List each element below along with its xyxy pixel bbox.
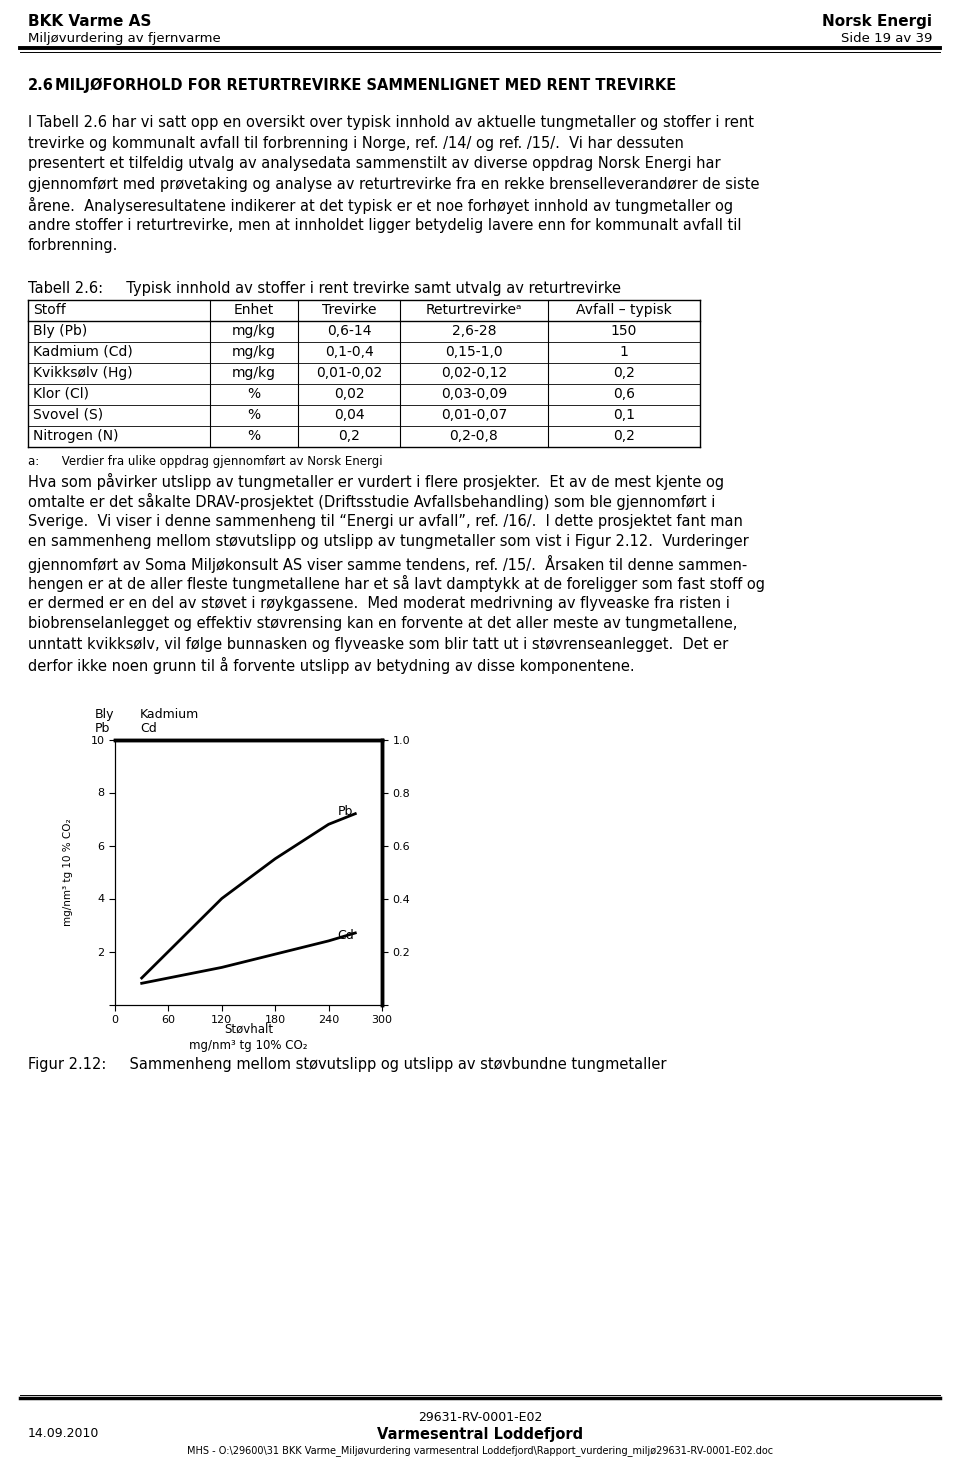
Text: Hva som påvirker utslipp av tungmetaller er vurdert i flere prosjekter.  Et av d: Hva som påvirker utslipp av tungmetaller… <box>28 473 724 489</box>
Text: 2.6: 2.6 <box>28 78 54 93</box>
Text: %: % <box>248 429 260 442</box>
Text: mg/kg: mg/kg <box>232 323 276 338</box>
Text: %: % <box>248 407 260 422</box>
Text: 0,2: 0,2 <box>613 366 635 379</box>
Text: Cd: Cd <box>338 928 354 942</box>
Text: Norsk Energi: Norsk Energi <box>822 15 932 29</box>
Text: Avfall – typisk: Avfall – typisk <box>576 303 672 316</box>
Text: Klor (Cl): Klor (Cl) <box>33 386 89 401</box>
Text: Støvhalt: Støvhalt <box>224 1022 273 1036</box>
Text: er dermed er en del av støvet i røykgassene.  Med moderat medrivning av flyveask: er dermed er en del av støvet i røykgass… <box>28 595 730 611</box>
Text: gjennomført av Soma Miljøkonsult AS viser samme tendens, ref. /15/.  Årsaken til: gjennomført av Soma Miljøkonsult AS vise… <box>28 554 747 573</box>
Text: unntatt kvikksølv, vil følge bunnasken og flyveaske som blir tatt ut i støvrense: unntatt kvikksølv, vil følge bunnasken o… <box>28 636 729 651</box>
Text: mg/kg: mg/kg <box>232 366 276 379</box>
Text: Kadmium (Cd): Kadmium (Cd) <box>33 345 132 358</box>
Text: forbrenning.: forbrenning. <box>28 238 118 253</box>
Text: a:      Verdier fra ulike oppdrag gjennomført av Norsk Energi: a: Verdier fra ulike oppdrag gjennomført… <box>28 454 383 467</box>
Text: mg/kg: mg/kg <box>232 345 276 358</box>
Text: Side 19 av 39: Side 19 av 39 <box>841 32 932 46</box>
Text: 0,2: 0,2 <box>613 429 635 442</box>
Text: I Tabell 2.6 har vi satt opp en oversikt over typisk innhold av aktuelle tungmet: I Tabell 2.6 har vi satt opp en oversikt… <box>28 115 754 129</box>
Text: Svovel (S): Svovel (S) <box>33 407 103 422</box>
Text: mg/nm³ tg 10 % CO₂: mg/nm³ tg 10 % CO₂ <box>63 818 73 925</box>
Text: andre stoffer i returtrevirke, men at innholdet ligger betydelig lavere enn for : andre stoffer i returtrevirke, men at in… <box>28 217 741 232</box>
Text: 0,6-14: 0,6-14 <box>326 323 372 338</box>
Text: %: % <box>248 386 260 401</box>
Text: 0,2: 0,2 <box>338 429 360 442</box>
Text: omtalte er det såkalte DRAV-prosjektet (Driftsstudie Avfallsbehandling) som ble : omtalte er det såkalte DRAV-prosjektet (… <box>28 494 715 510</box>
Text: 14.09.2010: 14.09.2010 <box>28 1426 100 1440</box>
Text: Kadmium: Kadmium <box>140 708 200 720</box>
Text: derfor ikke noen grunn til å forvente utslipp av betydning av disse komponentene: derfor ikke noen grunn til å forvente ut… <box>28 657 635 674</box>
Text: 0,1: 0,1 <box>613 407 635 422</box>
Text: biobrenselanlegget og effektiv støvrensing kan en forvente at det aller meste av: biobrenselanlegget og effektiv støvrensi… <box>28 616 737 632</box>
Text: MHS - O:\29600\31 BKK Varme_Miljøvurdering varmesentral Loddefjord\Rapport_vurde: MHS - O:\29600\31 BKK Varme_Miljøvurderi… <box>187 1445 773 1456</box>
Text: trevirke og kommunalt avfall til forbrenning i Norge, ref. /14/ og ref. /15/.  V: trevirke og kommunalt avfall til forbren… <box>28 135 684 150</box>
Text: hengen er at de aller fleste tungmetallene har et så lavt damptykk at de forelig: hengen er at de aller fleste tungmetalle… <box>28 574 765 592</box>
Text: 0,6: 0,6 <box>613 386 635 401</box>
Text: 0,1-0,4: 0,1-0,4 <box>324 345 373 358</box>
Text: Bly (Pb): Bly (Pb) <box>33 323 87 338</box>
Text: 2,6-28: 2,6-28 <box>452 323 496 338</box>
Text: Bly: Bly <box>95 708 114 720</box>
Text: årene.  Analyseresultatene indikerer at det typisk er et noe forhøyet innhold av: årene. Analyseresultatene indikerer at d… <box>28 197 733 214</box>
Text: mg/nm³ tg 10% CO₂: mg/nm³ tg 10% CO₂ <box>189 1039 308 1052</box>
Text: Pb: Pb <box>338 805 353 818</box>
Text: 0,04: 0,04 <box>334 407 364 422</box>
Text: 0,15-1,0: 0,15-1,0 <box>445 345 503 358</box>
Text: 0,01-0,02: 0,01-0,02 <box>316 366 382 379</box>
Text: gjennomført med prøvetaking og analyse av returtrevirke fra en rekke brenselleve: gjennomført med prøvetaking og analyse a… <box>28 176 759 191</box>
Text: Varmesentral Loddefjord: Varmesentral Loddefjord <box>377 1426 583 1443</box>
Text: Cd: Cd <box>140 721 156 734</box>
Text: 1: 1 <box>619 345 629 358</box>
Text: Stoff: Stoff <box>33 303 65 316</box>
Text: Returtrevirkeᵃ: Returtrevirkeᵃ <box>425 303 522 316</box>
Text: Kvikksølv (Hg): Kvikksølv (Hg) <box>33 366 132 379</box>
Text: Enhet: Enhet <box>234 303 275 316</box>
Text: 0,02-0,12: 0,02-0,12 <box>441 366 507 379</box>
Text: 0,01-0,07: 0,01-0,07 <box>441 407 507 422</box>
Text: 0,02: 0,02 <box>334 386 364 401</box>
Text: Tabell 2.6:     Typisk innhold av stoffer i rent trevirke samt utvalg av returtr: Tabell 2.6: Typisk innhold av stoffer i … <box>28 281 621 295</box>
Text: 0,2-0,8: 0,2-0,8 <box>449 429 498 442</box>
Text: MILJØFORHOLD FOR RETURTREVIRKE SAMMENLIGNET MED RENT TREVIRKE: MILJØFORHOLD FOR RETURTREVIRKE SAMMENLIG… <box>55 78 676 94</box>
Text: Miljøvurdering av fjernvarme: Miljøvurdering av fjernvarme <box>28 32 221 46</box>
Text: BKK Varme AS: BKK Varme AS <box>28 15 152 29</box>
Text: 0,03-0,09: 0,03-0,09 <box>441 386 507 401</box>
Text: Sverige.  Vi viser i denne sammenheng til “Energi ur avfall”, ref. /16/.  I dett: Sverige. Vi viser i denne sammenheng til… <box>28 514 743 529</box>
Text: 150: 150 <box>611 323 637 338</box>
Text: 29631-RV-0001-E02: 29631-RV-0001-E02 <box>418 1412 542 1423</box>
Text: presentert et tilfeldig utvalg av analysedata sammenstilt av diverse oppdrag Nor: presentert et tilfeldig utvalg av analys… <box>28 156 721 170</box>
Text: en sammenheng mellom støvutslipp og utslipp av tungmetaller som vist i Figur 2.1: en sammenheng mellom støvutslipp og utsl… <box>28 535 749 549</box>
Text: Nitrogen (N): Nitrogen (N) <box>33 429 118 442</box>
Text: Figur 2.12:     Sammenheng mellom støvutslipp og utslipp av støvbundne tungmetal: Figur 2.12: Sammenheng mellom støvutslip… <box>28 1056 666 1071</box>
Text: Trevirke: Trevirke <box>322 303 376 316</box>
Text: Pb: Pb <box>95 721 110 734</box>
